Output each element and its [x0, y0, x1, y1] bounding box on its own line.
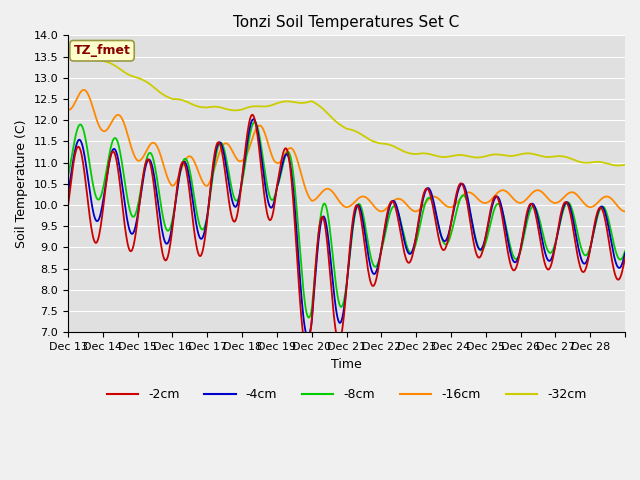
-8cm	[406, 249, 413, 254]
-16cm	[260, 128, 268, 134]
-8cm	[232, 198, 239, 204]
X-axis label: Time: Time	[331, 358, 362, 371]
-4cm	[406, 251, 413, 257]
Line: -4cm: -4cm	[68, 119, 625, 337]
-32cm	[614, 163, 621, 168]
-2cm	[406, 260, 413, 265]
Text: TZ_fmet: TZ_fmet	[74, 44, 131, 57]
-4cm	[260, 175, 268, 180]
-8cm	[64, 173, 72, 179]
-32cm	[260, 104, 268, 109]
-8cm	[129, 214, 137, 220]
-2cm	[129, 243, 137, 249]
-32cm	[232, 108, 239, 113]
Y-axis label: Soil Temperature (C): Soil Temperature (C)	[15, 120, 28, 248]
Line: -16cm: -16cm	[68, 90, 625, 211]
-2cm	[248, 112, 256, 118]
-4cm	[232, 204, 239, 210]
-16cm	[404, 204, 412, 210]
-16cm	[233, 156, 241, 161]
-16cm	[282, 151, 289, 156]
-4cm	[282, 153, 289, 158]
-8cm	[260, 163, 268, 169]
-2cm	[302, 345, 310, 351]
-16cm	[436, 198, 444, 204]
-4cm	[304, 334, 312, 340]
-2cm	[282, 145, 289, 151]
-32cm	[280, 98, 288, 104]
Line: -32cm: -32cm	[68, 50, 625, 166]
Line: -2cm: -2cm	[68, 115, 625, 348]
-4cm	[621, 251, 629, 256]
-4cm	[250, 116, 257, 122]
-16cm	[412, 208, 420, 214]
-4cm	[129, 230, 137, 236]
-2cm	[436, 242, 444, 248]
-2cm	[64, 203, 72, 209]
-2cm	[621, 254, 629, 260]
-4cm	[64, 191, 72, 196]
-2cm	[260, 191, 268, 196]
-16cm	[64, 107, 72, 112]
-32cm	[435, 154, 443, 159]
Title: Tonzi Soil Temperatures Set C: Tonzi Soil Temperatures Set C	[234, 15, 460, 30]
Legend: -2cm, -4cm, -8cm, -16cm, -32cm: -2cm, -4cm, -8cm, -16cm, -32cm	[102, 383, 591, 406]
-4cm	[436, 231, 444, 237]
-16cm	[621, 208, 629, 214]
-32cm	[129, 74, 137, 80]
-8cm	[436, 231, 444, 237]
-8cm	[251, 120, 259, 125]
Line: -8cm: -8cm	[68, 122, 625, 318]
-32cm	[404, 150, 412, 156]
-32cm	[64, 48, 72, 53]
-8cm	[621, 248, 629, 254]
-16cm	[80, 87, 88, 93]
-8cm	[282, 154, 289, 159]
-16cm	[131, 152, 138, 158]
-32cm	[621, 162, 629, 168]
-2cm	[232, 217, 239, 223]
-8cm	[305, 315, 313, 321]
